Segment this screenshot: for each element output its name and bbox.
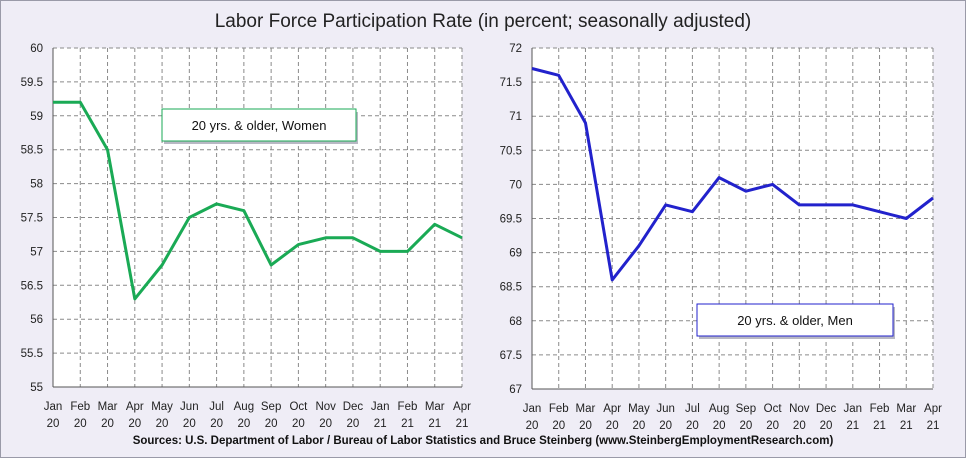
x-tick-label-month: Aug <box>709 403 729 415</box>
x-tick-label-year: 21 <box>401 418 414 430</box>
x-tick-label-year: 20 <box>183 418 196 430</box>
x-tick-label-year: 21 <box>900 420 913 432</box>
x-tick-label-month: Jun <box>180 401 199 413</box>
x-tick-label-year: 20 <box>793 420 806 432</box>
x-tick-label-month: Jul <box>685 403 700 415</box>
x-tick-label-year: 20 <box>713 420 726 432</box>
y-tick-label: 67.5 <box>500 350 522 362</box>
y-tick-label: 55 <box>30 382 43 394</box>
x-tick-label-month: Jan <box>523 403 542 415</box>
y-tick-label: 67 <box>509 384 522 396</box>
x-tick-label-month: Feb <box>398 401 418 413</box>
y-tick-label: 68.5 <box>500 282 522 294</box>
x-tick-label-month: Feb <box>549 403 569 415</box>
y-tick-label: 70 <box>509 179 522 191</box>
x-tick-label-month: Nov <box>789 403 810 415</box>
x-tick-label-month: Jan <box>844 403 863 415</box>
x-tick-label-month: Aug <box>234 401 254 413</box>
x-tick-label-year: 20 <box>579 420 592 432</box>
y-tick-label: 72 <box>509 43 522 55</box>
x-tick-label-year: 21 <box>927 420 940 432</box>
y-tick-label: 59.5 <box>21 77 43 89</box>
x-tick-label-month: Sep <box>261 401 281 413</box>
chart-title: Labor Force Participation Rate (in perce… <box>214 11 752 32</box>
x-tick-label-month: Sep <box>736 403 756 415</box>
x-tick-label-year: 20 <box>156 418 169 430</box>
x-tick-label-year: 20 <box>128 418 141 430</box>
x-tick-label-month: Jun <box>656 403 675 415</box>
x-tick-label-month: Dec <box>343 401 364 413</box>
x-tick-label-month: Mar <box>576 403 596 415</box>
source-note: Sources: U.S. Department of Labor / Bure… <box>132 435 834 447</box>
x-tick-label-month: Nov <box>315 401 336 413</box>
x-tick-label-year: 20 <box>552 420 565 432</box>
y-tick-label: 68 <box>509 316 522 328</box>
x-tick-label-year: 20 <box>820 420 833 432</box>
y-tick-label: 57 <box>30 246 43 258</box>
legend-box <box>696 303 894 337</box>
x-tick-label-year: 20 <box>686 420 699 432</box>
y-tick-label: 58 <box>30 179 43 191</box>
x-tick-label-year: 20 <box>659 420 672 432</box>
x-tick-label-year: 20 <box>47 418 60 430</box>
x-tick-label-year: 21 <box>456 418 469 430</box>
x-tick-label-month: May <box>628 403 650 415</box>
legend-label: 20 yrs. & older, Men <box>737 313 853 328</box>
x-tick-label-month: Mar <box>425 401 445 413</box>
x-tick-label-month: Mar <box>98 401 118 413</box>
x-tick-label-month: Mar <box>896 403 916 415</box>
x-tick-label-year: 20 <box>606 420 619 432</box>
x-tick-label-month: Apr <box>126 401 144 413</box>
legend-box <box>161 108 357 142</box>
y-tick-label: 69 <box>509 248 522 260</box>
x-tick-label-year: 20 <box>739 420 752 432</box>
x-tick-label-year: 20 <box>633 420 646 432</box>
x-tick-label-year: 21 <box>846 420 859 432</box>
x-tick-label-month: Apr <box>603 403 621 415</box>
x-tick-label-year: 20 <box>210 418 223 430</box>
x-tick-label-year: 20 <box>347 418 360 430</box>
y-tick-label: 60 <box>30 43 43 55</box>
y-tick-label: 56.5 <box>21 280 43 292</box>
x-tick-label-year: 20 <box>526 420 539 432</box>
y-tick-label: 55.5 <box>21 348 43 360</box>
x-tick-label-month: Feb <box>870 403 890 415</box>
y-tick-label: 57.5 <box>21 213 43 225</box>
y-tick-label: 71.5 <box>500 77 522 89</box>
x-tick-label-year: 20 <box>292 418 305 430</box>
x-tick-label-year: 20 <box>319 418 332 430</box>
x-tick-label-month: Oct <box>289 401 308 413</box>
y-tick-label: 71 <box>509 111 522 123</box>
x-tick-label-year: 20 <box>237 418 250 430</box>
series-line-1 <box>53 100 463 301</box>
y-tick-label: 56 <box>30 314 43 326</box>
x-tick-label-year: 20 <box>766 420 779 432</box>
x-tick-label-year: 20 <box>101 418 114 430</box>
legend-label: 20 yrs. & older, Women <box>192 118 327 133</box>
x-tick-label-month: Dec <box>816 403 837 415</box>
x-tick-label-year: 20 <box>74 418 87 430</box>
y-tick-label: 59 <box>30 111 43 123</box>
series-line-2 <box>531 67 934 282</box>
y-tick-label: 58.5 <box>21 145 43 157</box>
x-tick-label-month: Jul <box>209 401 224 413</box>
x-tick-label-month: Oct <box>764 403 783 415</box>
y-tick-label: 70.5 <box>500 145 522 157</box>
x-tick-label-year: 20 <box>265 418 278 430</box>
x-tick-label-year: 21 <box>873 420 886 432</box>
x-tick-label-month: May <box>151 401 173 413</box>
y-tick-label: 69.5 <box>500 214 522 226</box>
x-tick-label-month: Jan <box>44 401 63 413</box>
x-tick-label-month: Feb <box>70 401 90 413</box>
x-tick-label-year: 21 <box>428 418 441 430</box>
x-tick-label-month: Apr <box>924 403 942 415</box>
x-tick-label-month: Jan <box>371 401 390 413</box>
x-tick-label-year: 21 <box>374 418 387 430</box>
x-tick-label-month: Apr <box>453 401 471 413</box>
